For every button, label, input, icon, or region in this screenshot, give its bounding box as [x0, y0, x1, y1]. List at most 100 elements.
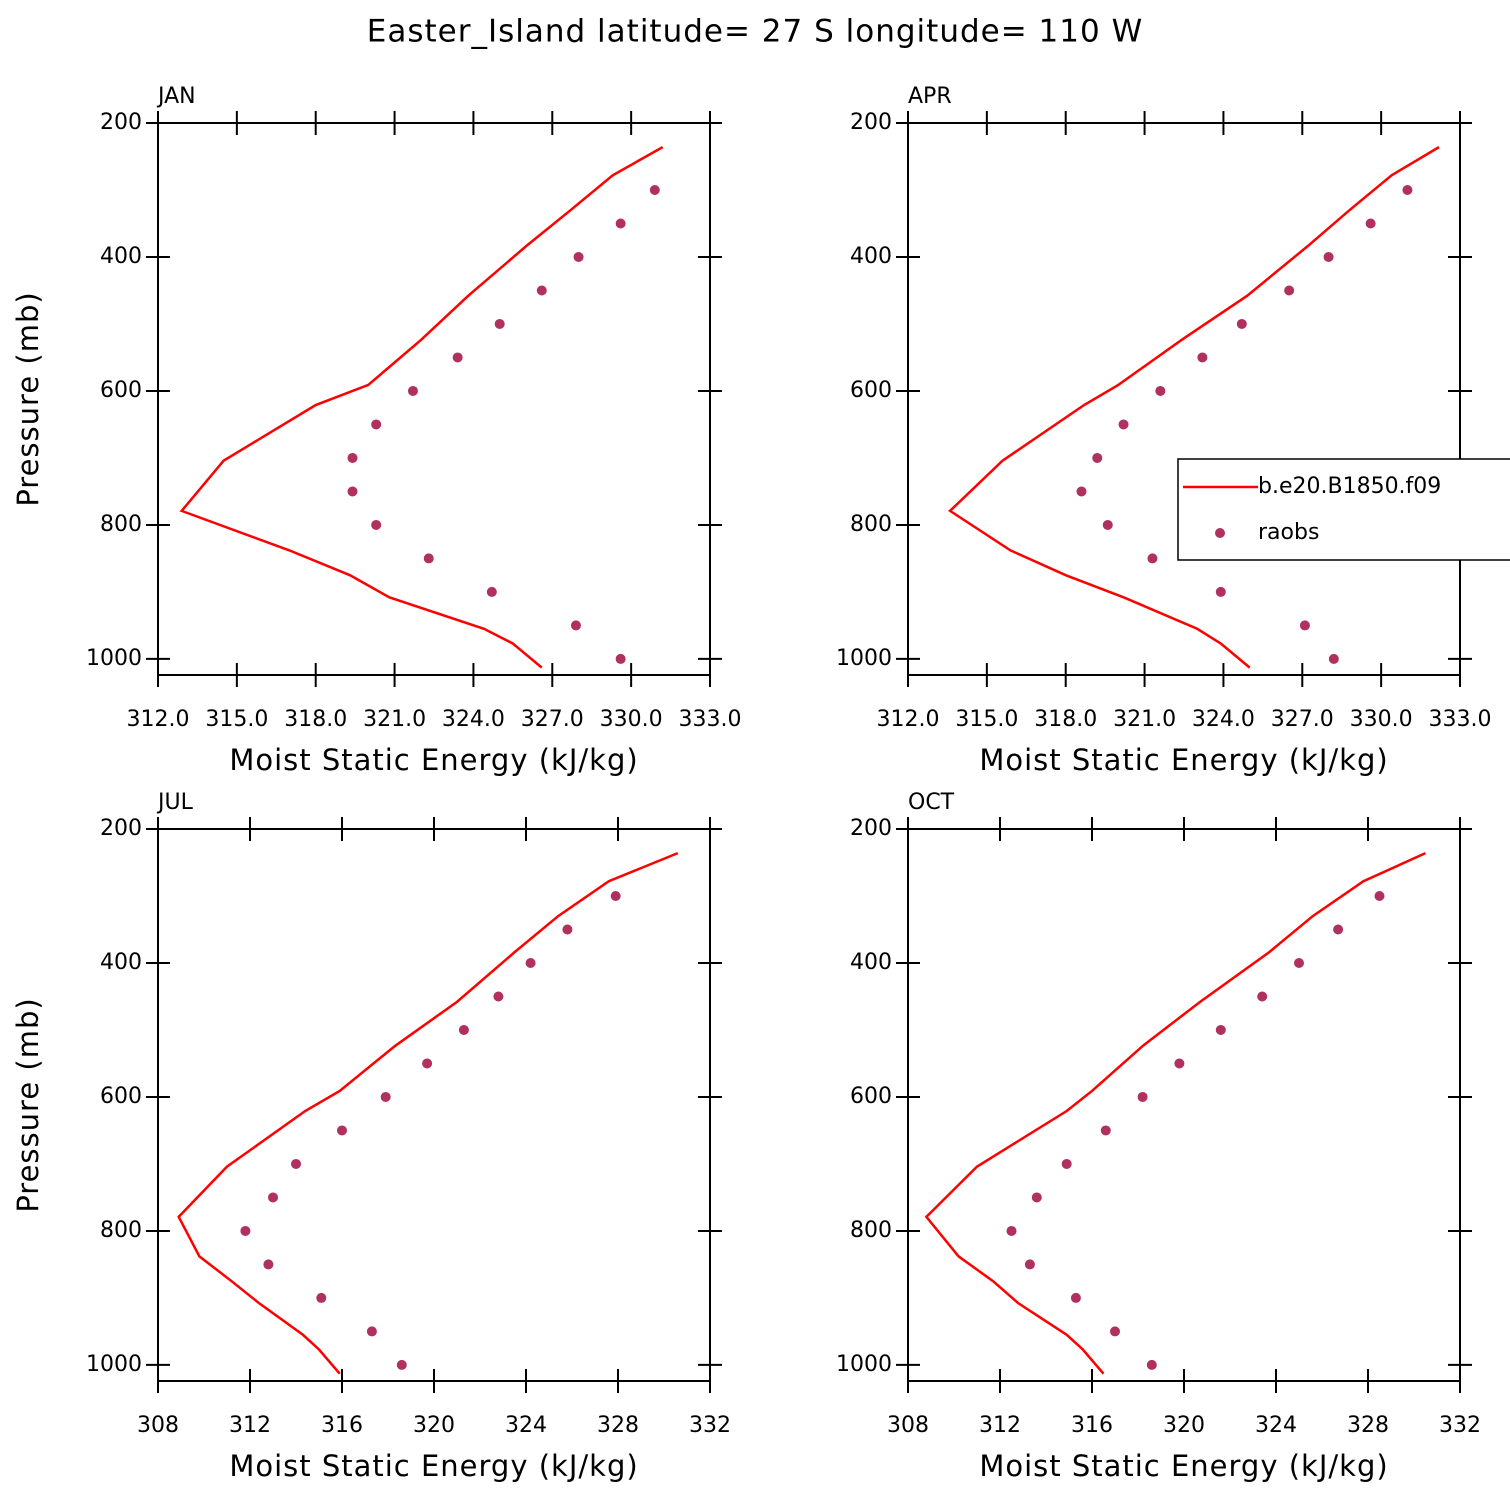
obs-dot — [494, 318, 505, 329]
obs-dot — [610, 890, 621, 901]
obs-dot — [1061, 1158, 1072, 1169]
x-tick-label: 320 — [413, 1413, 455, 1438]
y-tick-label: 1000 — [836, 1352, 892, 1377]
x-tick-label: 312 — [979, 1413, 1021, 1438]
x-tick-label: 308 — [887, 1413, 929, 1438]
obs-dot — [347, 452, 358, 463]
plot-frame — [157, 122, 711, 676]
obs-dot — [1174, 1058, 1185, 1069]
x-tick-label: 324.0 — [1192, 707, 1255, 732]
panel-title: JAN — [156, 84, 196, 109]
obs-dot — [570, 620, 581, 631]
obs-dot — [263, 1259, 274, 1270]
x-tick-label: 315.0 — [955, 707, 1018, 732]
obs-dot — [1076, 486, 1087, 497]
x-tick-label: 321.0 — [363, 707, 426, 732]
obs-dot — [1092, 452, 1103, 463]
x-tick-label: 327.0 — [1271, 707, 1334, 732]
x-tick-label: 327.0 — [521, 707, 584, 732]
x-tick-label: 312.0 — [127, 707, 190, 732]
obs-dot — [1284, 285, 1295, 296]
x-tick-label: 324 — [505, 1413, 547, 1438]
obs-dot — [615, 653, 626, 664]
obs-dot — [1374, 890, 1385, 901]
obs-dot — [562, 924, 573, 935]
obs-dot — [396, 1359, 407, 1370]
obs-dot — [1024, 1259, 1035, 1270]
y-axis-label: Pressure (mb) — [11, 997, 45, 1212]
x-tick-label: 333.0 — [679, 707, 742, 732]
x-tick-label: 316 — [321, 1413, 363, 1438]
y-tick-label: 200 — [100, 816, 142, 841]
y-tick-label: 800 — [850, 512, 892, 537]
x-tick-label: 320 — [1163, 1413, 1205, 1438]
y-tick-label: 200 — [100, 110, 142, 135]
model-line — [177, 851, 679, 1375]
obs-dot — [1006, 1225, 1017, 1236]
obs-dot — [452, 352, 463, 363]
obs-dot — [316, 1292, 327, 1303]
y-tick-label: 800 — [850, 1218, 892, 1243]
x-axis-label: Moist Static Energy (kJ/kg) — [229, 743, 638, 777]
plot-frame — [157, 828, 711, 1382]
x-tick-label: 330.0 — [600, 707, 663, 732]
obs-dot — [1323, 251, 1334, 262]
obs-dot — [536, 285, 547, 296]
legend-label: raobs — [1258, 520, 1319, 545]
obs-dot — [1070, 1292, 1081, 1303]
obs-dot — [1215, 586, 1226, 597]
x-tick-label: 316 — [1071, 1413, 1113, 1438]
x-tick-label: 332 — [689, 1413, 731, 1438]
x-tick-label: 321.0 — [1113, 707, 1176, 732]
legend-label: b.e20.B1850.f09 — [1258, 474, 1441, 499]
obs-dot — [458, 1024, 469, 1035]
y-tick-label: 600 — [100, 378, 142, 403]
y-tick-label: 1000 — [86, 646, 142, 671]
x-tick-label: 318.0 — [1034, 707, 1097, 732]
obs-dot — [649, 184, 660, 195]
obs-dot — [1110, 1326, 1120, 1337]
x-tick-label: 332 — [1439, 1413, 1481, 1438]
panel-title: JUL — [156, 790, 194, 815]
model-line — [948, 146, 1440, 669]
x-tick-label: 324 — [1255, 1413, 1297, 1438]
obs-dot — [1402, 184, 1413, 195]
obs-dot — [371, 519, 382, 530]
obs-dot — [1365, 218, 1376, 229]
x-axis-label: Moist Static Energy (kJ/kg) — [229, 1449, 638, 1483]
obs-dot — [371, 419, 382, 430]
x-axis-label: Moist Static Energy (kJ/kg) — [979, 743, 1388, 777]
obs-dot — [525, 957, 536, 968]
x-tick-label: 308 — [137, 1413, 179, 1438]
obs-dot — [422, 1058, 433, 1069]
y-tick-label: 800 — [100, 1218, 142, 1243]
x-tick-label: 315.0 — [205, 707, 268, 732]
obs-dot — [240, 1225, 251, 1236]
panel-title: APR — [908, 84, 952, 109]
y-tick-label: 200 — [850, 110, 892, 135]
y-tick-label: 400 — [850, 950, 892, 975]
y-tick-label: 400 — [850, 244, 892, 269]
x-tick-label: 333.0 — [1429, 707, 1492, 732]
x-tick-label: 330.0 — [1350, 707, 1413, 732]
y-tick-label: 1000 — [836, 646, 892, 671]
obs-dot — [1146, 1359, 1157, 1370]
model-line — [924, 851, 1427, 1375]
plot-frame — [907, 122, 1461, 676]
y-tick-label: 200 — [850, 816, 892, 841]
obs-dot — [573, 251, 584, 262]
obs-dot — [1333, 924, 1344, 935]
obs-dot — [337, 1125, 347, 1136]
y-tick-label: 400 — [100, 244, 142, 269]
figure-title: Easter_Island latitude= 27 S longitude= … — [367, 14, 1143, 50]
x-tick-label: 318.0 — [284, 707, 347, 732]
obs-dot — [366, 1326, 377, 1337]
obs-dot — [1328, 653, 1339, 664]
x-tick-label: 328 — [597, 1413, 639, 1438]
x-tick-label: 328 — [1347, 1413, 1389, 1438]
obs-dot — [423, 553, 434, 564]
y-axis-label: Pressure (mb) — [11, 291, 45, 506]
x-tick-label: 312.0 — [877, 707, 940, 732]
obs-dot — [1100, 1125, 1111, 1136]
